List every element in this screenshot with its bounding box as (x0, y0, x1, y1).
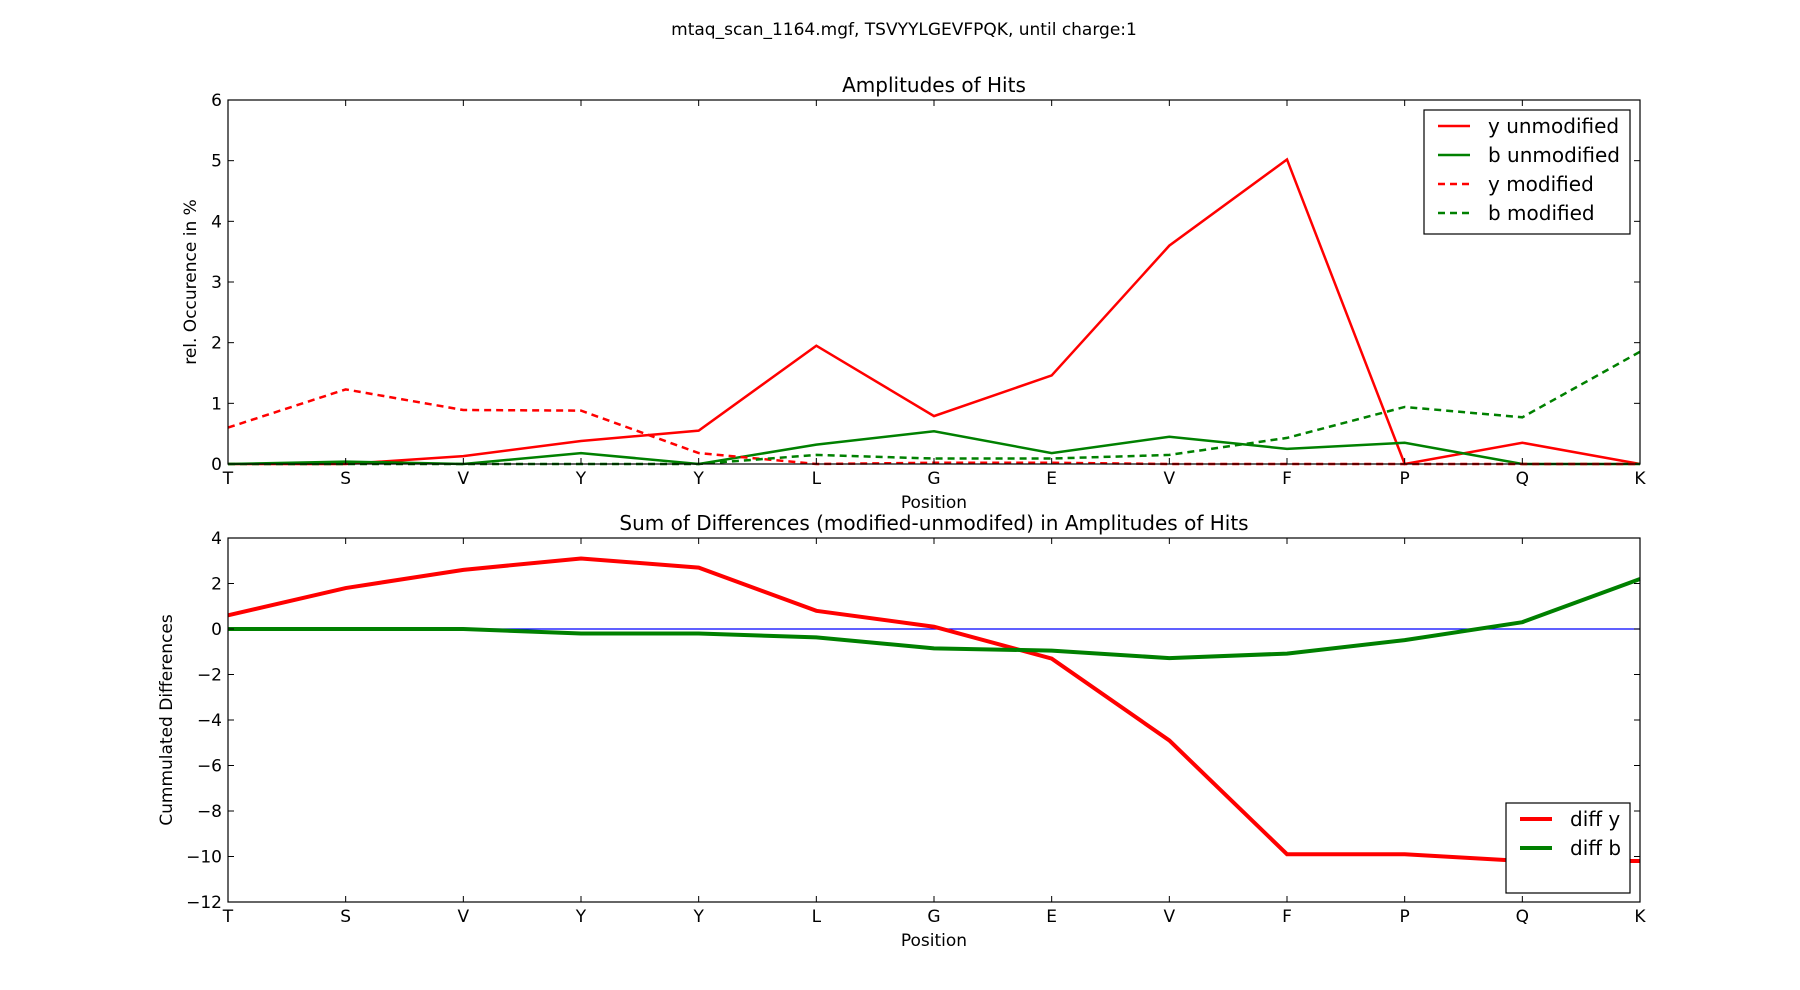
top-y-axis-label: rel. Occurence in % (181, 199, 201, 365)
top-y-tick-label: 6 (211, 91, 222, 111)
top-chart-amplitudes: Amplitudes of Hits T S V Y Y L G E V F P Q K 0 1 2 3 4 5 6 Po… (181, 73, 1646, 513)
top-x-tick-label: F (1282, 469, 1292, 489)
bottom-x-tick-label: P (1400, 907, 1410, 927)
top-y-tick-label: 5 (211, 152, 222, 172)
top-x-tick-label: E (1046, 469, 1057, 489)
top-y-tick-label: 3 (211, 273, 222, 293)
top-x-tick-label: S (340, 469, 351, 489)
bottom-y-tick-label: −4 (197, 711, 222, 731)
top-legend-label-1: y unmodified (1488, 114, 1619, 138)
bottom-x-tick-label: Y (575, 907, 587, 927)
bottom-series-line-1 (227, 556, 1640, 864)
top-x-tick-label: T (222, 469, 234, 489)
top-x-tick-label: V (1164, 469, 1176, 489)
bottom-y-tick-label: −8 (197, 802, 222, 822)
bottom-chart-title: Sum of Differences (modified-unmodifed) … (619, 511, 1248, 535)
bottom-x-tick-label: E (1046, 907, 1057, 927)
bottom-legend-label-2: diff b (1570, 836, 1621, 860)
top-legend: y unmodified b unmodified y modified b modi… (1423, 109, 1631, 235)
bottom-y-axis-label: Cummulated Differences (157, 614, 177, 826)
figure-suptitle: mtaq_scan_1164.mgf, TSVYYLGEVFPQK, until… (671, 20, 1137, 40)
bottom-y-tick-label: 2 (211, 575, 222, 595)
bottom-chart-differences: Sum of Differences (modified-unmodifed) … (157, 511, 1646, 951)
top-x-tick-label: L (812, 469, 822, 489)
bottom-x-tick-label: S (340, 907, 351, 927)
bottom-x-tick-label: Y (692, 907, 704, 927)
top-legend-label-2: b unmodified (1488, 143, 1620, 167)
bottom-legend: diff y diff b (1505, 802, 1631, 894)
bottom-x-tick-label: V (1164, 907, 1176, 927)
top-x-tick-label: Q (1516, 469, 1529, 489)
top-y-tick-label: 1 (211, 394, 222, 414)
top-x-tick-label: G (927, 469, 940, 489)
top-y-tick-label: 2 (211, 334, 222, 354)
bottom-x-tick-label: F (1282, 907, 1292, 927)
top-legend-label-4: b modified (1488, 201, 1595, 225)
bottom-series-line-2 (228, 577, 1641, 661)
top-legend-box (1423, 109, 1631, 235)
top-legend-label-3: y modified (1488, 172, 1594, 196)
bottom-x-tick-label: Q (1516, 907, 1529, 927)
top-x-tick-label: K (1634, 469, 1646, 489)
bottom-y-tick-label: 0 (211, 620, 222, 640)
bottom-x-tick-label: L (812, 907, 822, 927)
bottom-x-tick-label: G (927, 907, 940, 927)
top-y-tick-label: 0 (211, 455, 222, 475)
bottom-y-tick-label: −2 (197, 666, 222, 686)
top-chart-title: Amplitudes of Hits (842, 73, 1026, 97)
top-y-tick-label: 4 (211, 212, 222, 232)
bottom-y-tick-label: −6 (197, 757, 222, 777)
top-x-axis-label: Position (901, 493, 967, 513)
top-series-line-4 (228, 350, 1641, 466)
top-x-tick-label: Y (692, 469, 704, 489)
top-x-tick-label: Y (575, 469, 587, 489)
bottom-y-tick-label: 4 (211, 529, 222, 549)
bottom-y-tick-label: −10 (186, 848, 222, 868)
top-series-line-3 (227, 388, 1640, 466)
bottom-plot-frame (227, 537, 1641, 903)
top-x-tick-label: V (458, 469, 470, 489)
top-x-tick-label: P (1400, 469, 1410, 489)
bottom-x-tick-label: K (1634, 907, 1646, 927)
bottom-legend-label-1: diff y (1570, 807, 1620, 831)
bottom-x-tick-label: T (222, 907, 234, 927)
bottom-x-axis-label: Position (901, 931, 967, 951)
bottom-x-tick-label: V (458, 907, 470, 927)
bottom-y-tick-label: −12 (186, 893, 222, 913)
